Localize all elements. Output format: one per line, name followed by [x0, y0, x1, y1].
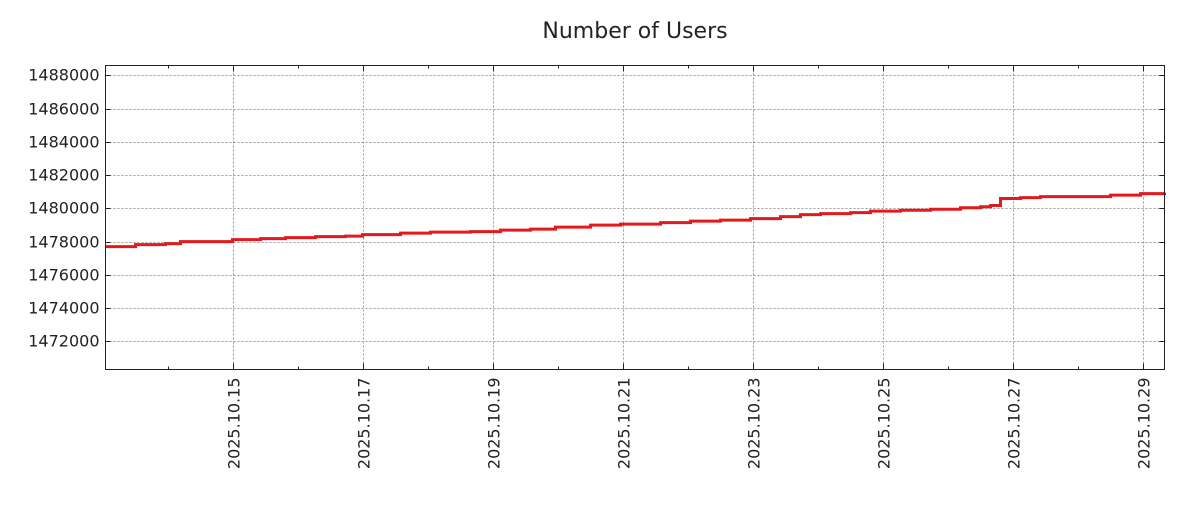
x-tick-label: 2025.10.17 [355, 378, 374, 470]
y-tick-label: 1486000 [28, 100, 99, 119]
y-tick-label: 1472000 [28, 332, 99, 351]
axes: 1472000 1474000 1476000 1478000 1480000 14820… [28, 66, 1164, 470]
y-tick-label: 1480000 [28, 199, 99, 218]
x-tick-label: 2025.10.21 [615, 378, 634, 470]
y-tick-label: 1474000 [28, 299, 99, 318]
x-tick-label: 2025.10.29 [1135, 378, 1154, 470]
x-tick-label: 2025.10.23 [745, 378, 764, 470]
x-tick-label: 2025.10.15 [225, 378, 244, 470]
plot-frame [106, 66, 1165, 370]
grid [106, 66, 1165, 370]
x-tick-label: 2025.10.27 [1005, 378, 1024, 470]
y-tick-label: 1488000 [28, 66, 99, 85]
y-tick-label: 1482000 [28, 166, 99, 185]
chart-title: Number of Users [542, 19, 727, 44]
x-tick-label: 2025.10.25 [875, 378, 894, 470]
y-tick-label: 1478000 [28, 233, 99, 252]
y-tick-label: 1484000 [28, 133, 99, 152]
y-tick-label: 1476000 [28, 266, 99, 285]
series-group [105, 192, 1164, 246]
series-line [106, 193, 1165, 247]
x-tick-label: 2025.10.19 [485, 378, 504, 470]
